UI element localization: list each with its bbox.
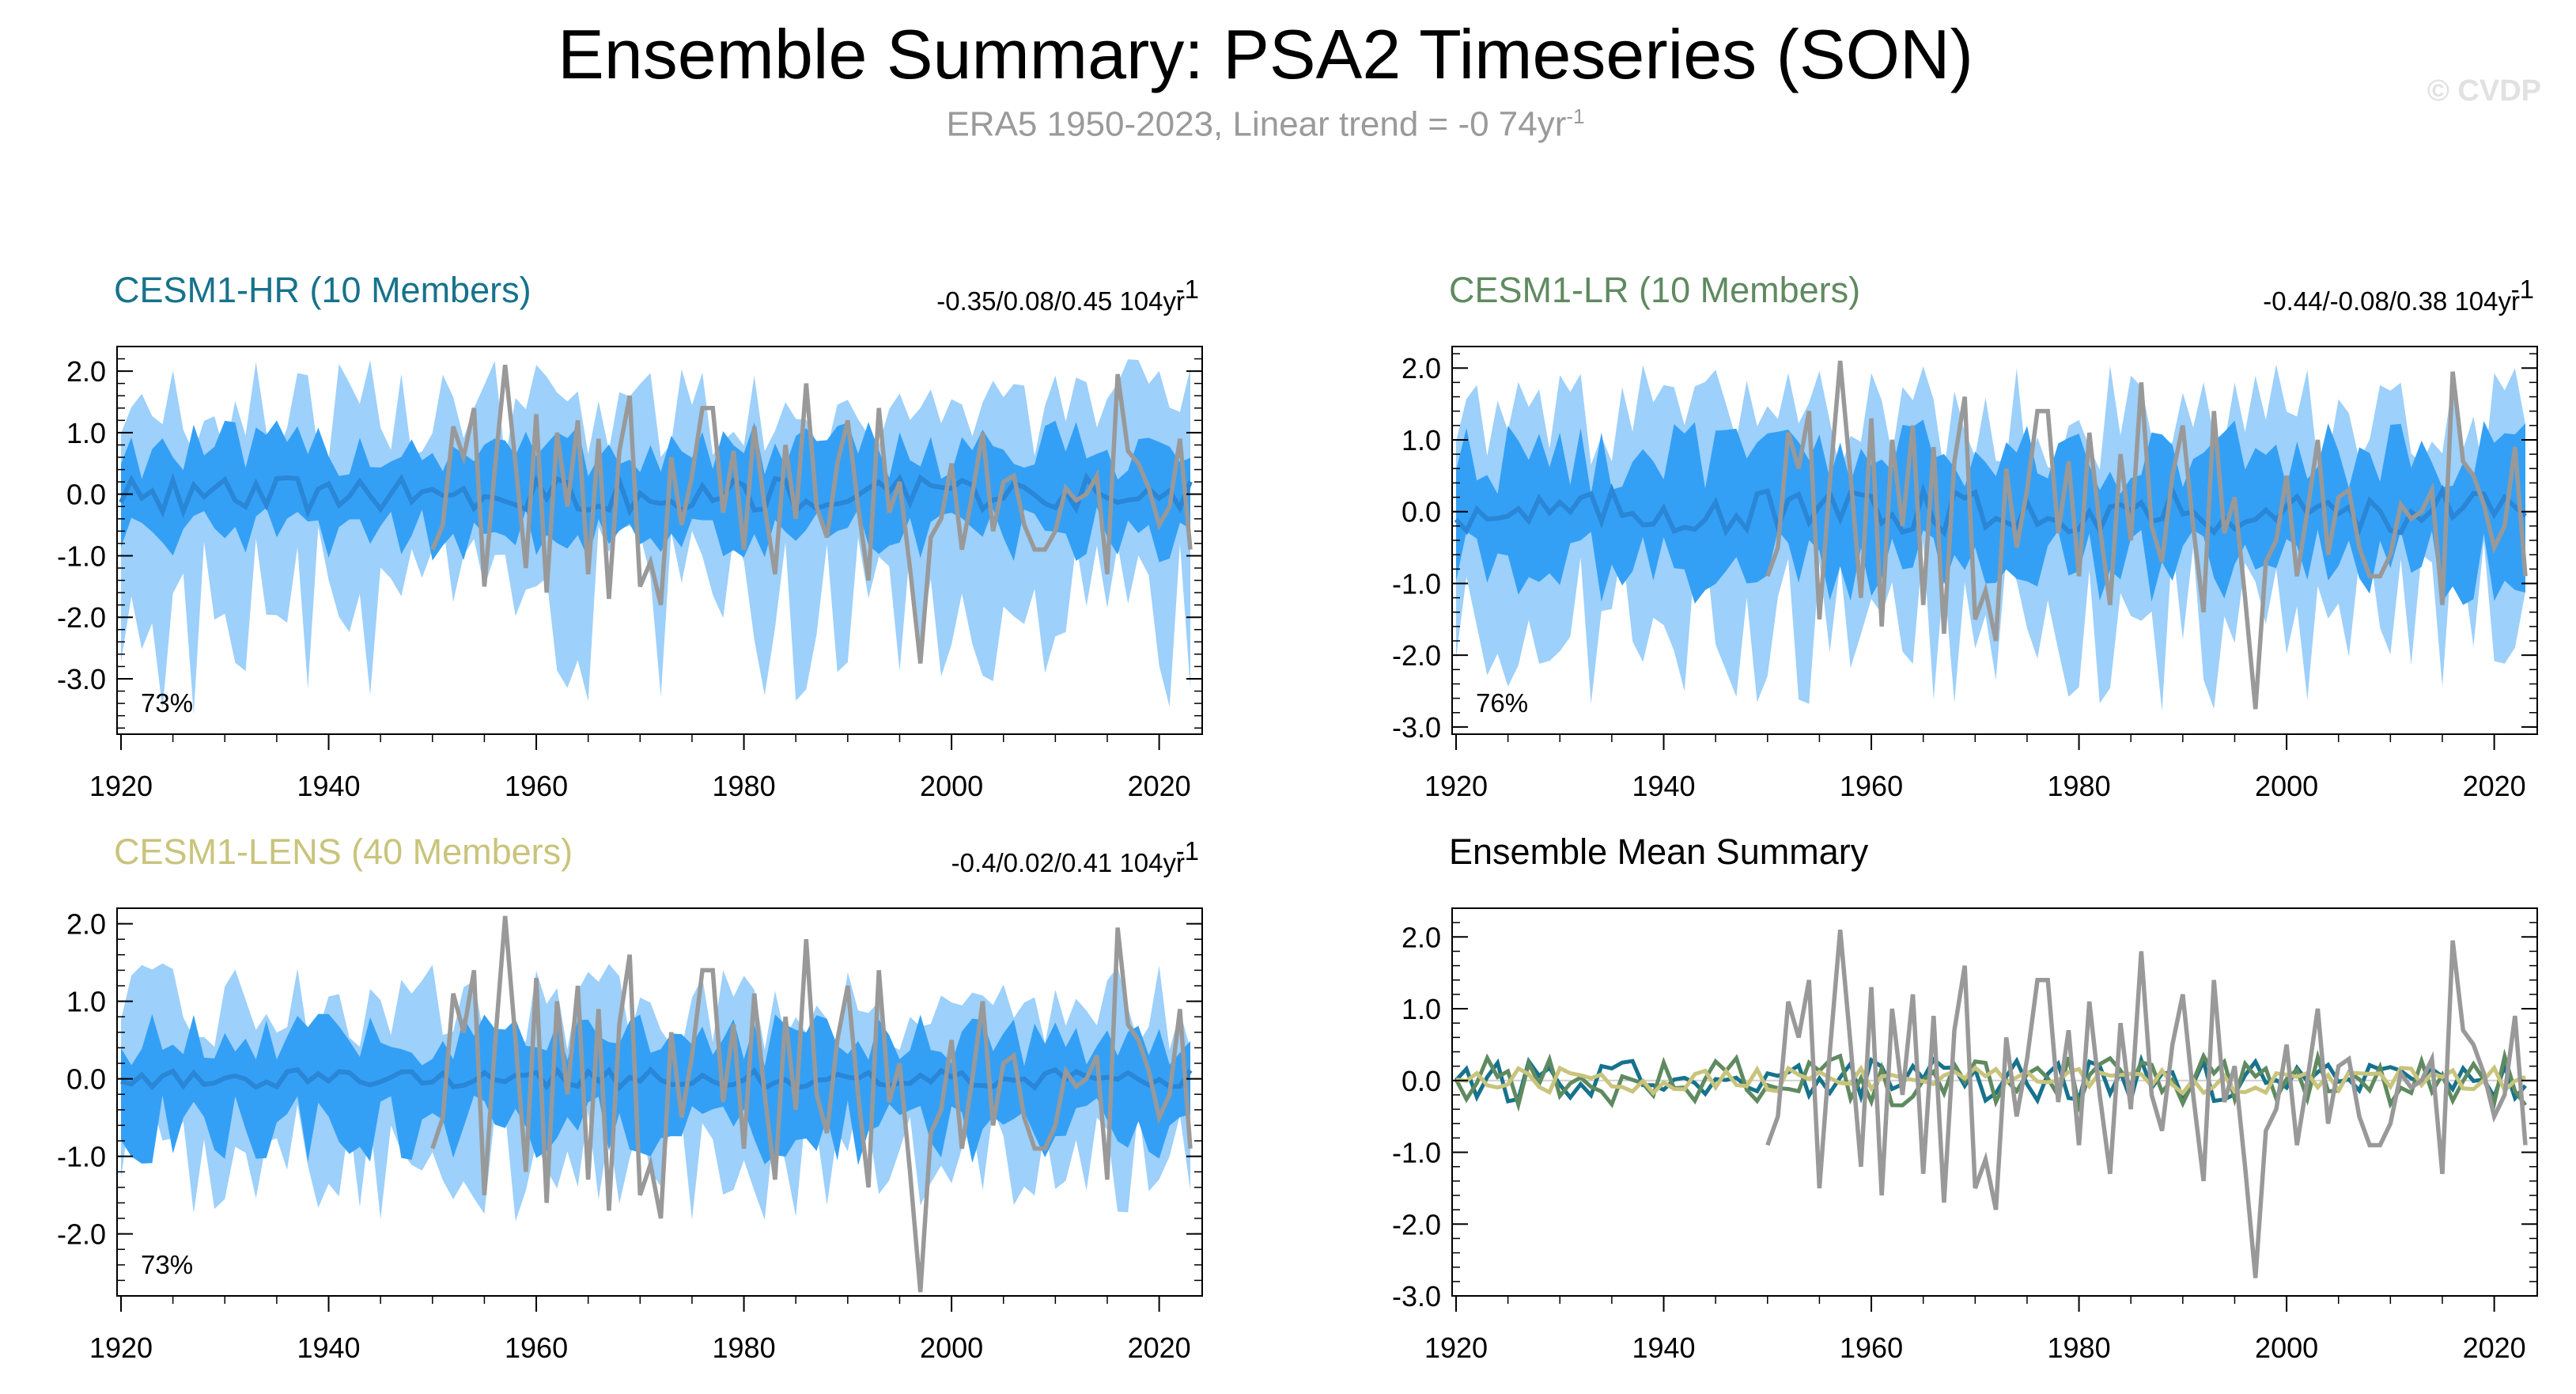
x-tick-label: 2020 [2463,770,2526,802]
observations-line-hr [430,365,1193,664]
y-tick-label: -3.0 [1392,711,1441,744]
x-tick-label: 2020 [1128,1331,1191,1364]
x-tick-label: 2000 [920,770,983,802]
y-tick-label: -2.0 [1392,639,1441,672]
y-tick-label: -1.0 [1392,567,1441,600]
x-tick-label: 1940 [297,770,360,802]
plot-frame-hr [116,346,1203,735]
trend-label-hr: -0.35/0.08/0.45 104yr [936,286,1185,316]
figure-subtitle: ERA5 1950-2023, Linear trend = -0 74yr-1 [0,104,2531,145]
trend-exponent-lens: -1 [1176,836,1199,866]
y-tick-label: -2.0 [1392,1208,1441,1241]
series-line-cesm1_hr [1454,1053,2527,1107]
subtitle-text: ERA5 1950-2023, Linear trend = -0 74yr [946,104,1567,144]
panel-title-lr: CESM1-LR (10 Members) [1449,270,1860,310]
x-tick-label: 2020 [2463,1331,2526,1364]
trend-exponent-hr: -1 [1176,275,1199,304]
y-tick-label: 0.0 [66,1063,106,1096]
x-tick-label: 1960 [505,1331,568,1364]
y-tick-label: -1.0 [1392,1137,1441,1169]
y-tick-label: 1.0 [66,417,106,449]
ensemble-mean-line-lens [120,1066,1193,1092]
plot-area-summary [1452,929,2537,1278]
y-tick-label: 1.0 [66,986,106,1018]
observations-line-summary [1765,929,2528,1278]
trend-exponent-lr: -1 [2511,275,2534,304]
x-tick-label: 1920 [1424,1331,1488,1364]
y-tick-label: -1.0 [57,540,106,572]
panel-title-hr: CESM1-HR (10 Members) [114,270,531,310]
x-tick-label: 1940 [297,1331,360,1364]
ensemble-mean-line-hr [119,472,1193,519]
x-tick-label: 2020 [1128,770,1191,802]
series-line-cesm1_lens [1455,1064,2526,1097]
x-tick-label: 1980 [713,1331,776,1364]
cvdp-watermark: © CVDP [2427,74,2541,108]
x-tick-label: 2000 [920,1331,983,1364]
x-tick-label: 1980 [713,770,776,802]
x-tick-label: 1940 [1632,770,1695,802]
x-tick-label: 1920 [1424,770,1488,802]
plot-area-lens [117,915,1202,1293]
panel-title-lens: CESM1-LENS (40 Members) [114,831,573,872]
figure-title: Ensemble Summary: PSA2 Timeseries (SON) [558,15,1973,93]
percent-label-lens: 73% [141,1250,193,1279]
panel-summary: 2.0 1.0 0.0 -1.0 -2.0 -3.0 1920 1940 1960 1980 200… [1392,831,2538,1364]
ensemble-mean-line-lr [1454,483,2527,538]
x-tick-label: 2000 [2255,1331,2318,1364]
y-tick-label: 1.0 [1401,424,1441,456]
observations-line-lens [430,915,1193,1293]
y-tick-label: -3.0 [1392,1280,1441,1313]
panel-lens: 2.0 1.0 0.0 -1.0 -2.0 1920 1940 1960 1980 2000 202… [57,831,1203,1364]
subtitle-exponent: -1 [1566,104,1585,128]
plot-area-hr [117,359,1202,714]
y-tick-label: 2.0 [66,908,106,941]
percent-label-lr: 76% [1476,688,1528,718]
panel-lr: 2.0 1.0 0.0 -1.0 -2.0 -3.0 1920 1940 1960 1980 200… [1392,270,2538,802]
inner-band-hr [121,420,1190,563]
y-tick-label: -2.0 [57,601,106,634]
x-tick-label: 1940 [1632,1331,1695,1364]
plot-frame-lens [116,907,1203,1297]
x-tick-label: 1920 [89,1331,153,1364]
y-tick-label: 2.0 [1401,921,1441,953]
x-tick-label: 2000 [2255,770,2318,802]
x-tick-label: 1980 [2048,1331,2111,1364]
y-tick-label: -1.0 [57,1141,106,1173]
x-tick-label: 1960 [505,770,568,802]
y-tick-label: -3.0 [57,663,106,695]
panel-title-summary: Ensemble Mean Summary [1449,831,1869,872]
inner-band-lr [1456,419,2525,605]
trend-label-lr: -0.44/-0.08/0.38 104yr [2263,286,2520,316]
y-tick-label: 2.0 [66,355,106,388]
y-tick-label: 0.0 [1401,1065,1441,1097]
y-tick-label: 1.0 [1401,993,1441,1025]
trend-label-lens: -0.4/0.02/0.41 104yr [951,848,1185,877]
x-tick-label: 1920 [89,770,153,802]
x-tick-label: 1960 [1840,1331,1903,1364]
x-tick-label: 1960 [1840,770,1903,802]
y-tick-label: 2.0 [1401,352,1441,384]
inner-band-lens [121,1013,1190,1165]
plot-frame-summary [1451,907,2538,1297]
y-tick-label: 0.0 [1401,496,1441,528]
percent-label-hr: 73% [141,688,193,718]
plot-area-lr [1452,360,2537,712]
panel-hr: 2.0 1.0 0.0 -1.0 -2.0 -3.0 1920 1940 1960 1980 200… [57,270,1203,802]
x-tick-label: 1980 [2048,770,2111,802]
y-tick-label: 0.0 [66,479,106,511]
observations-line-lr [1765,360,2528,710]
y-tick-label: -2.0 [57,1218,106,1251]
